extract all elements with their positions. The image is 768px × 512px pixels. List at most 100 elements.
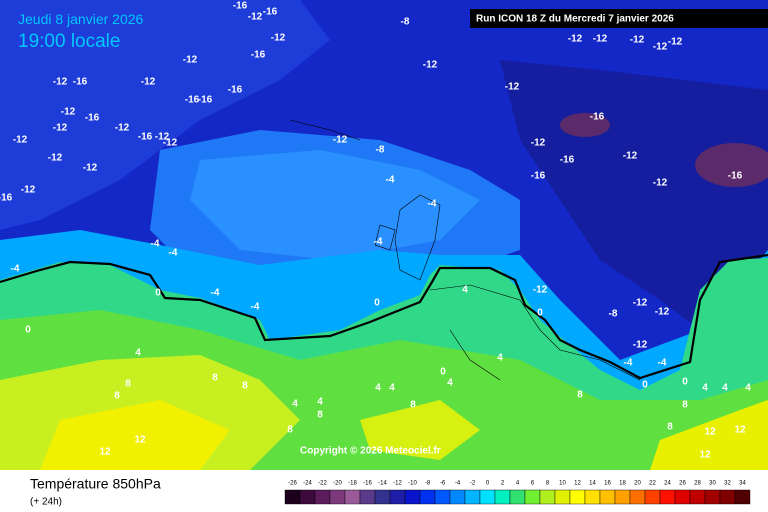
- contour-label: -16: [251, 50, 266, 61]
- legend-swatch: [359, 489, 376, 505]
- contour-label: -12: [653, 42, 668, 53]
- warm-field: [650, 400, 768, 470]
- legend-tick-label: 22: [649, 481, 656, 487]
- legend-tick-label: -10: [408, 481, 417, 487]
- legend-swatch: [434, 489, 451, 505]
- legend-tick-label: -4: [455, 481, 461, 487]
- copyright: Copyright © 2026 Meteociel.fr: [300, 446, 441, 457]
- legend-tick-label: -22: [318, 481, 327, 487]
- contour-label: -16: [590, 112, 605, 123]
- legend-swatch: [389, 489, 406, 505]
- contour-label: -12: [13, 135, 28, 146]
- legend-swatch: [464, 489, 481, 505]
- legend-tick-label: -24: [303, 481, 312, 487]
- contour-label: 0: [25, 325, 31, 336]
- contour-label: -4: [211, 288, 220, 299]
- contour-label: -16: [531, 171, 546, 182]
- legend-tick-label: 2: [501, 481, 505, 487]
- contour-label: -4: [251, 302, 260, 313]
- legend-swatch: [689, 489, 706, 505]
- contour-label: -4: [169, 248, 178, 259]
- legend-swatch: [614, 489, 631, 505]
- ocean-field: [190, 150, 480, 260]
- contour-label: -4: [624, 358, 633, 369]
- legend-tick-label: 24: [664, 481, 671, 487]
- legend-swatch: [704, 489, 721, 505]
- contour-label: -12: [53, 77, 68, 88]
- contour-label: 4: [497, 353, 503, 364]
- warm-field: [40, 400, 230, 470]
- legend-tick-label: 16: [604, 481, 611, 487]
- contour-label: 8: [114, 391, 120, 402]
- legend-swatch: [419, 489, 436, 505]
- contour-label: 4: [745, 383, 751, 394]
- contour-label: -16: [263, 7, 278, 18]
- legend-tick-label: -8: [425, 481, 431, 487]
- contour-label: -16: [138, 132, 153, 143]
- contour-label: 0: [537, 308, 543, 319]
- contour-label: 4: [702, 383, 708, 394]
- run-info: Run ICON 18 Z du Mercredi 7 janvier 2026: [476, 14, 674, 25]
- forecast-time: 19:00 locale: [18, 31, 120, 52]
- contour-label: 8: [125, 379, 131, 390]
- legend-tick-label: -18: [348, 481, 357, 487]
- contour-label: -12: [655, 307, 670, 318]
- legend-swatch: [599, 489, 616, 505]
- contour-label: 8: [317, 410, 323, 421]
- warm-field: [360, 400, 480, 460]
- contour-label: 0: [155, 288, 161, 299]
- contour-label: -12: [83, 163, 98, 174]
- contour-label: 4: [722, 383, 728, 394]
- contour-label: -12: [53, 123, 68, 134]
- contour-label: -12: [155, 132, 170, 143]
- legend-swatch: [719, 489, 736, 505]
- contour-label: -12: [593, 34, 608, 45]
- legend-swatch: [314, 489, 331, 505]
- contour-label: 4: [375, 383, 381, 394]
- legend-swatch: [329, 489, 346, 505]
- legend-swatch: [659, 489, 676, 505]
- contour-label: -16: [728, 171, 743, 182]
- contour-label: -16: [0, 193, 13, 204]
- legend-tick-label: -16: [363, 481, 372, 487]
- contour-label: 8: [577, 390, 583, 401]
- coastline: [289, 119, 641, 381]
- legend-tick-label: 6: [531, 481, 535, 487]
- legend-tick-label: 10: [559, 481, 566, 487]
- legend-swatch: [284, 489, 301, 505]
- legend-swatch: [524, 489, 541, 505]
- contour-label: -16: [228, 85, 243, 96]
- footer-step: (+ 24h): [30, 497, 62, 508]
- contour-label: -4: [11, 264, 20, 275]
- legend-tick-label: 34: [739, 481, 746, 487]
- map: [0, 0, 768, 470]
- contour-label: 12: [734, 425, 746, 436]
- contour-label: -12: [115, 123, 130, 134]
- contour-label: 12: [699, 450, 711, 461]
- contour-label: 8: [410, 400, 416, 411]
- contour-label: -16: [560, 155, 575, 166]
- contour-label: 0: [440, 367, 446, 378]
- contour-label: 12: [99, 447, 111, 458]
- contour-label: 4: [292, 399, 298, 410]
- contour-label: 0: [682, 377, 688, 388]
- legend-swatch: [449, 489, 466, 505]
- zero-isotherm: [0, 253, 768, 380]
- contour-label: -12: [48, 153, 63, 164]
- legend-tick-label: 12: [574, 481, 581, 487]
- contour-label: 4: [389, 383, 395, 394]
- contour-label: 8: [682, 400, 688, 411]
- contour-label: -12: [505, 82, 520, 93]
- contour-label: 8: [212, 373, 218, 384]
- color-legend: -26 -24 -22 -20 -18 -16 -14 -12 -10 -8 -6 -4 -2 0 2 4 6 8…: [284, 481, 751, 505]
- contour-label: -12: [533, 285, 548, 296]
- contour-label: 8: [242, 381, 248, 392]
- contour-label: -12: [623, 151, 638, 162]
- contour-label: -16: [185, 95, 200, 106]
- contour-label: -12: [163, 138, 178, 149]
- legend-swatch: [509, 489, 526, 505]
- legend-tick-label: 4: [516, 481, 520, 487]
- contour-label: 4: [462, 285, 468, 296]
- greenland-field: [0, 0, 330, 230]
- legend-tick-label: 18: [619, 481, 626, 487]
